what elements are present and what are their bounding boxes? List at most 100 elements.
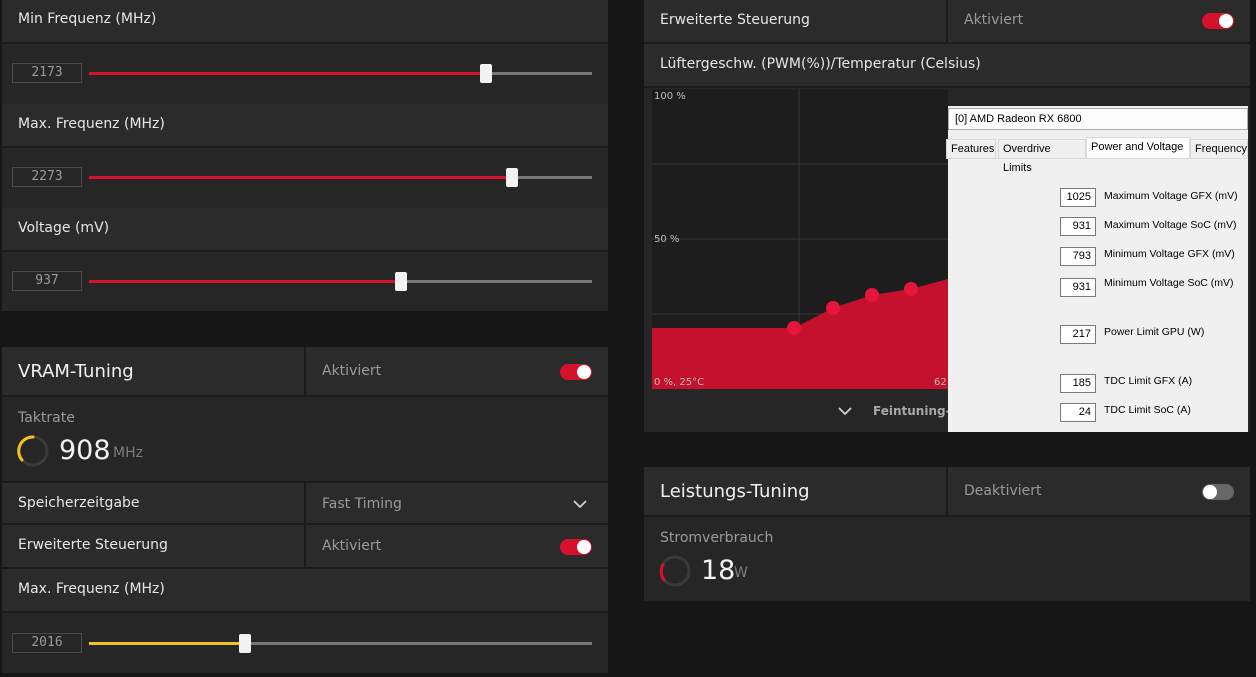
power-header-divider	[946, 467, 948, 515]
vram-max-freq-slider-thumb[interactable]	[238, 634, 251, 653]
vram-max-freq-slider[interactable]	[89, 634, 592, 653]
power-usage-unit: W	[734, 565, 748, 581]
min-freq-slider-row: 2173	[2, 44, 608, 104]
fan-curve-chart[interactable]: 100 % 50 % 0 %, 25°C 62	[652, 89, 948, 389]
vram-clock-row: Taktrate 908 MHz	[2, 399, 608, 481]
power-header: Leistungs-Tuning Deaktiviert	[644, 467, 1250, 517]
fan-curve-fill	[652, 279, 948, 389]
power-usage-value: 18	[701, 555, 736, 586]
vram-clock-unit: MHz	[113, 445, 143, 461]
fan-curve-header: Lüftergeschw. (PWM(%))/Temperatur (Celsi…	[644, 44, 1250, 88]
vram-advanced-row: Erweiterte Steuerung Aktiviert	[2, 525, 608, 569]
max-freq-value[interactable]: 2273	[12, 167, 82, 187]
chart-x-label-partial: 62	[934, 377, 947, 388]
memory-timing-label: Speicherzeitgabe	[18, 495, 140, 511]
vram-advanced-toggle[interactable]	[560, 539, 592, 555]
power-usage-row: Stromverbrauch 18 W	[644, 519, 1250, 601]
max-voltage-gfx-label: Maximum Voltage GFX (mV)	[1104, 190, 1238, 202]
vram-max-freq-value[interactable]: 2016	[12, 633, 82, 653]
power-toggle[interactable]	[1202, 484, 1234, 500]
power-toggle-knob	[1203, 485, 1217, 499]
min-freq-value[interactable]: 2173	[12, 63, 82, 83]
min-voltage-soc-input[interactable]: 931	[1060, 278, 1096, 297]
vram-clock-label: Taktrate	[18, 410, 75, 426]
vram-advanced-status: Aktiviert	[322, 538, 382, 554]
min-voltage-soc-label: Minimum Voltage SoC (mV)	[1104, 277, 1234, 289]
tab-overdrive-limits[interactable]: Overdrive Limits	[998, 139, 1086, 174]
max-voltage-gfx-input[interactable]: 1025	[1060, 188, 1096, 207]
fan-advanced-divider	[946, 0, 948, 42]
chart-y-label-top: 100 %	[654, 91, 686, 102]
max-freq-slider-fill	[89, 176, 512, 179]
tdc-limit-gfx-label: TDC Limit GFX (A)	[1104, 375, 1193, 387]
tab-features[interactable]: Features	[946, 139, 996, 159]
tdc-limit-soc-input[interactable]: 24	[1060, 403, 1096, 422]
gpu-tuning-panel: Min Frequenz (MHz) 2173 Max. Frequenz (M…	[2, 0, 608, 311]
memory-timing-select[interactable]: Fast Timing	[322, 496, 402, 512]
tab-frequency[interactable]: Frequency	[1190, 139, 1248, 159]
min-freq-header: Min Frequenz (MHz)	[2, 0, 608, 44]
fan-advanced-toggle[interactable]	[1202, 13, 1234, 29]
min-freq-label: Min Frequenz (MHz)	[18, 11, 157, 27]
fine-tuning-label[interactable]: Feintuning-S	[873, 404, 960, 418]
fan-curve-point-3[interactable]	[865, 288, 879, 302]
chart-y-label-mid: 50 %	[654, 234, 679, 245]
power-tuning-panel: Leistungs-Tuning Deaktiviert Stromverbra…	[644, 467, 1250, 601]
vram-toggle-knob	[577, 365, 591, 379]
voltage-slider-row: 937	[2, 252, 608, 311]
fan-curve-point-2[interactable]	[826, 301, 840, 315]
chevron-down-icon[interactable]	[838, 407, 852, 415]
vram-max-freq-header: Max. Frequenz (MHz)	[2, 569, 608, 613]
gpu-select[interactable]: [0] AMD Radeon RX 6800	[948, 108, 1248, 130]
voltage-header: Voltage (mV)	[2, 208, 608, 252]
memory-timing-divider	[304, 483, 306, 523]
fan-curve-point-1[interactable]	[787, 321, 801, 335]
max-freq-header: Max. Frequenz (MHz)	[2, 104, 608, 148]
vram-max-freq-slider-row: 2016	[2, 613, 608, 673]
fine-tuning-row[interactable]: Feintuning-S	[644, 398, 1250, 424]
power-status: Deaktiviert	[964, 483, 1042, 499]
vram-clock-gauge-icon	[17, 435, 49, 467]
vram-toggle[interactable]	[560, 364, 592, 380]
vram-header-divider	[304, 347, 306, 395]
max-voltage-soc-label: Maximum Voltage SoC (mV)	[1104, 219, 1237, 231]
tdc-limit-soc-label: TDC Limit SoC (A)	[1104, 404, 1191, 416]
voltage-slider-thumb[interactable]	[394, 272, 407, 291]
vram-tuning-panel: VRAM-Tuning Aktiviert Taktrate 908 MHz S…	[2, 347, 608, 673]
voltage-slider[interactable]	[89, 272, 592, 291]
fan-curve-point-4[interactable]	[904, 282, 918, 296]
vram-advanced-divider	[304, 525, 306, 567]
voltage-value[interactable]: 937	[12, 271, 82, 291]
vram-max-freq-slider-fill	[89, 642, 245, 645]
vram-title: VRAM-Tuning	[18, 361, 134, 382]
max-freq-slider-thumb[interactable]	[505, 168, 518, 187]
vram-advanced-label: Erweiterte Steuerung	[18, 537, 168, 553]
power-usage-gauge-icon	[659, 555, 691, 587]
power-limit-gpu-label: Power Limit GPU (W)	[1104, 326, 1205, 338]
vram-header: VRAM-Tuning Aktiviert	[2, 347, 608, 397]
fan-advanced-label: Erweiterte Steuerung	[660, 12, 810, 28]
max-freq-slider[interactable]	[89, 168, 592, 187]
vram-max-freq-label: Max. Frequenz (MHz)	[18, 581, 165, 597]
vram-clock-value: 908	[59, 435, 111, 466]
chevron-down-icon[interactable]	[573, 500, 587, 508]
tab-power-and-voltage[interactable]: Power and Voltage	[1086, 137, 1190, 159]
fan-advanced-status: Aktiviert	[964, 12, 1024, 28]
power-usage-label: Stromverbrauch	[660, 530, 774, 546]
min-voltage-gfx-input[interactable]: 793	[1060, 247, 1096, 266]
tab-divider	[948, 158, 1248, 159]
min-freq-slider[interactable]	[89, 64, 592, 83]
vram-status: Aktiviert	[322, 363, 382, 379]
min-freq-slider-thumb[interactable]	[480, 64, 493, 83]
voltage-label: Voltage (mV)	[18, 220, 110, 236]
min-voltage-gfx-label: Minimum Voltage GFX (mV)	[1104, 248, 1235, 260]
min-freq-slider-fill	[89, 72, 487, 75]
power-limit-gpu-input[interactable]: 217	[1060, 325, 1096, 344]
fan-advanced-toggle-knob	[1219, 14, 1233, 28]
fan-curve-title: Lüftergeschw. (PWM(%))/Temperatur (Celsi…	[660, 56, 981, 72]
vram-advanced-toggle-knob	[577, 540, 591, 554]
max-freq-label: Max. Frequenz (MHz)	[18, 116, 165, 132]
chart-origin-label: 0 %, 25°C	[654, 377, 704, 388]
tdc-limit-gfx-input[interactable]: 185	[1060, 374, 1096, 393]
max-voltage-soc-input[interactable]: 931	[1060, 217, 1096, 236]
